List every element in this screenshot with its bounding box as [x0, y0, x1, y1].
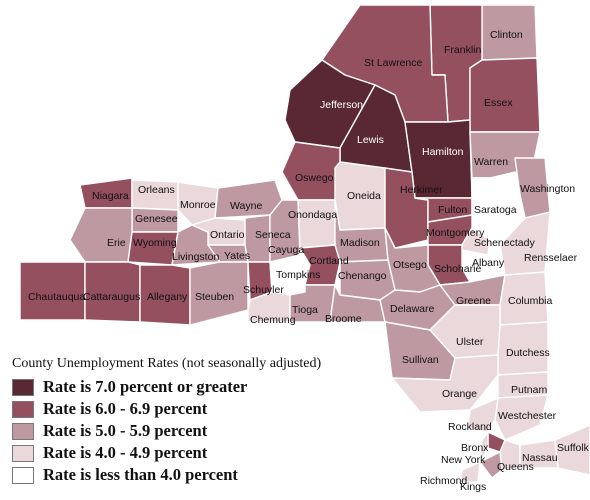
county-label-cattaraugus: Cattaraugus: [83, 291, 140, 303]
legend-swatch: [12, 444, 34, 462]
legend-label: Rate is less than 4.0 percent: [43, 465, 238, 484]
legend-item-6: Rate is 6.0 - 6.9 percent: [12, 398, 392, 420]
legend-swatch: [12, 378, 34, 396]
county-label-franklin: Franklin: [444, 44, 482, 56]
county-label-fulton: Fulton: [438, 204, 467, 216]
map-legend: County Unemployment Rates (not seasonall…: [12, 356, 392, 486]
county-label-delaware: Delaware: [390, 303, 435, 315]
legend-swatch: [12, 466, 34, 484]
county-label-cayuga: Cayuga: [268, 244, 304, 256]
legend-item-5: Rate is 5.0 - 5.9 percent: [12, 420, 392, 442]
county-label-columbia: Columbia: [508, 295, 553, 307]
legend-swatch: [12, 400, 34, 418]
county-label-tompkins: Tompkins: [276, 269, 320, 281]
county-new-york: [479, 431, 489, 463]
county-label-st-lawrence: St Lawrence: [364, 57, 423, 69]
county-label-genesee: Genesee: [135, 213, 178, 225]
county-label-madison: Madison: [340, 237, 380, 249]
county-label-richmond: Richmond: [420, 475, 467, 487]
legend-swatch: [12, 422, 34, 440]
county-label-greene: Greene: [456, 295, 491, 307]
county-label-new-york: New York: [441, 454, 486, 466]
county-label-schenectady: Schenectady: [474, 237, 535, 249]
county-label-broome: Broome: [325, 313, 362, 325]
county-label-nassau: Nassau: [522, 452, 558, 464]
county-label-queens: Queens: [497, 461, 534, 473]
county-label-niagara: Niagara: [92, 190, 129, 202]
county-label-jefferson: Jefferson: [320, 99, 363, 111]
county-label-hamilton: Hamilton: [422, 146, 464, 158]
county-label-allegany: Allegany: [147, 291, 188, 303]
county-label-erie: Erie: [107, 237, 126, 249]
county-label-warren: Warren: [474, 156, 508, 168]
legend-item-under-4: Rate is less than 4.0 percent: [12, 464, 392, 486]
county-label-lewis: Lewis: [357, 134, 384, 146]
county-label-orleans: Orleans: [138, 184, 175, 196]
county-label-washington: Washington: [520, 183, 575, 195]
county-label-livingston: Livingston: [172, 251, 219, 263]
county-label-rockland: Rockland: [448, 421, 492, 433]
county-label-kings: Kings: [460, 481, 486, 493]
county-label-orange: Orange: [442, 388, 477, 400]
county-label-saratoga: Saratoga: [474, 204, 517, 216]
legend-label: Rate is 6.0 - 6.9 percent: [43, 399, 208, 418]
county-label-oswego: Oswego: [295, 172, 334, 184]
county-label-sullivan: Sullivan: [402, 354, 439, 366]
county-label-otsego: Otsego: [393, 259, 427, 271]
county-label-ulster: Ulster: [456, 336, 484, 348]
legend-title: County Unemployment Rates (not seasonall…: [12, 356, 322, 371]
county-label-putnam: Putnam: [511, 384, 547, 396]
county-label-suffolk: Suffolk: [557, 442, 590, 454]
legend-label: Rate is 4.0 - 4.9 percent: [43, 443, 208, 462]
county-label-chautauqua: Chautauqua: [28, 291, 85, 303]
county-label-albany: Albany: [472, 257, 505, 269]
county-label-yates: Yates: [224, 250, 250, 262]
county-label-seneca: Seneca: [255, 229, 291, 241]
county-label-dutchess: Dutchess: [506, 347, 550, 359]
legend-label: Rate is 7.0 percent or greater: [43, 377, 248, 396]
county-label-bronx: Bronx: [461, 442, 489, 454]
county-label-tioga: Tioga: [292, 304, 318, 316]
county-label-onondaga: Onondaga: [288, 209, 337, 221]
county-label-schuyler: Schuyler: [243, 284, 284, 296]
county-richmond: [459, 461, 481, 483]
legend-item-4: Rate is 4.0 - 4.9 percent: [12, 442, 392, 464]
county-label-montgomery: Montgomery: [426, 227, 485, 239]
county-suffolk: [554, 424, 590, 476]
legend-label: Rate is 5.0 - 5.9 percent: [43, 421, 208, 440]
county-label-essex: Essex: [484, 97, 513, 109]
county-label-oneida: Oneida: [347, 190, 381, 202]
county-steuben: [189, 261, 249, 326]
county-label-steuben: Steuben: [195, 291, 234, 303]
county-rockland: [467, 397, 499, 433]
county-label-chenango: Chenango: [338, 270, 387, 282]
county-broome: [329, 284, 386, 323]
county-label-cortland: Cortland: [309, 255, 349, 267]
county-label-chemung: Chemung: [250, 314, 296, 326]
county-label-herkimer: Herkimer: [400, 184, 443, 196]
county-label-schoharie: Schoharie: [434, 263, 481, 275]
county-label-clinton: Clinton: [490, 29, 523, 41]
county-label-westchester: Westchester: [498, 410, 557, 422]
county-label-rensselaer: Rensselaer: [524, 252, 578, 264]
county-kings: [479, 451, 503, 479]
county-label-monroe: Monroe: [180, 199, 216, 211]
county-orange: [391, 354, 499, 413]
legend-item-7-plus: Rate is 7.0 percent or greater: [12, 376, 392, 398]
county-label-wayne: Wayne: [230, 200, 262, 212]
county-label-wyoming: Wyoming: [133, 237, 177, 249]
county-label-ontario: Ontario: [210, 229, 245, 241]
